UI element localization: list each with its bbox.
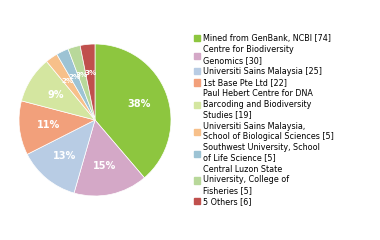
Wedge shape <box>47 54 95 120</box>
Text: 2%: 2% <box>62 78 74 84</box>
Legend: Mined from GenBank, NCBI [74], Centre for Biodiversity
Genomics [30], Universiti: Mined from GenBank, NCBI [74], Centre fo… <box>194 34 334 206</box>
Text: 11%: 11% <box>36 120 60 130</box>
Wedge shape <box>80 44 95 120</box>
Wedge shape <box>27 120 95 193</box>
Text: 9%: 9% <box>47 90 63 100</box>
Text: 3%: 3% <box>76 72 88 78</box>
Wedge shape <box>68 45 95 120</box>
Wedge shape <box>95 44 171 178</box>
Text: 13%: 13% <box>53 151 77 161</box>
Wedge shape <box>57 49 95 120</box>
Text: 15%: 15% <box>93 161 117 171</box>
Wedge shape <box>21 61 95 120</box>
Wedge shape <box>19 101 95 154</box>
Text: 38%: 38% <box>128 99 151 109</box>
Wedge shape <box>74 120 144 196</box>
Text: 3%: 3% <box>84 70 97 76</box>
Text: 2%: 2% <box>69 74 81 80</box>
